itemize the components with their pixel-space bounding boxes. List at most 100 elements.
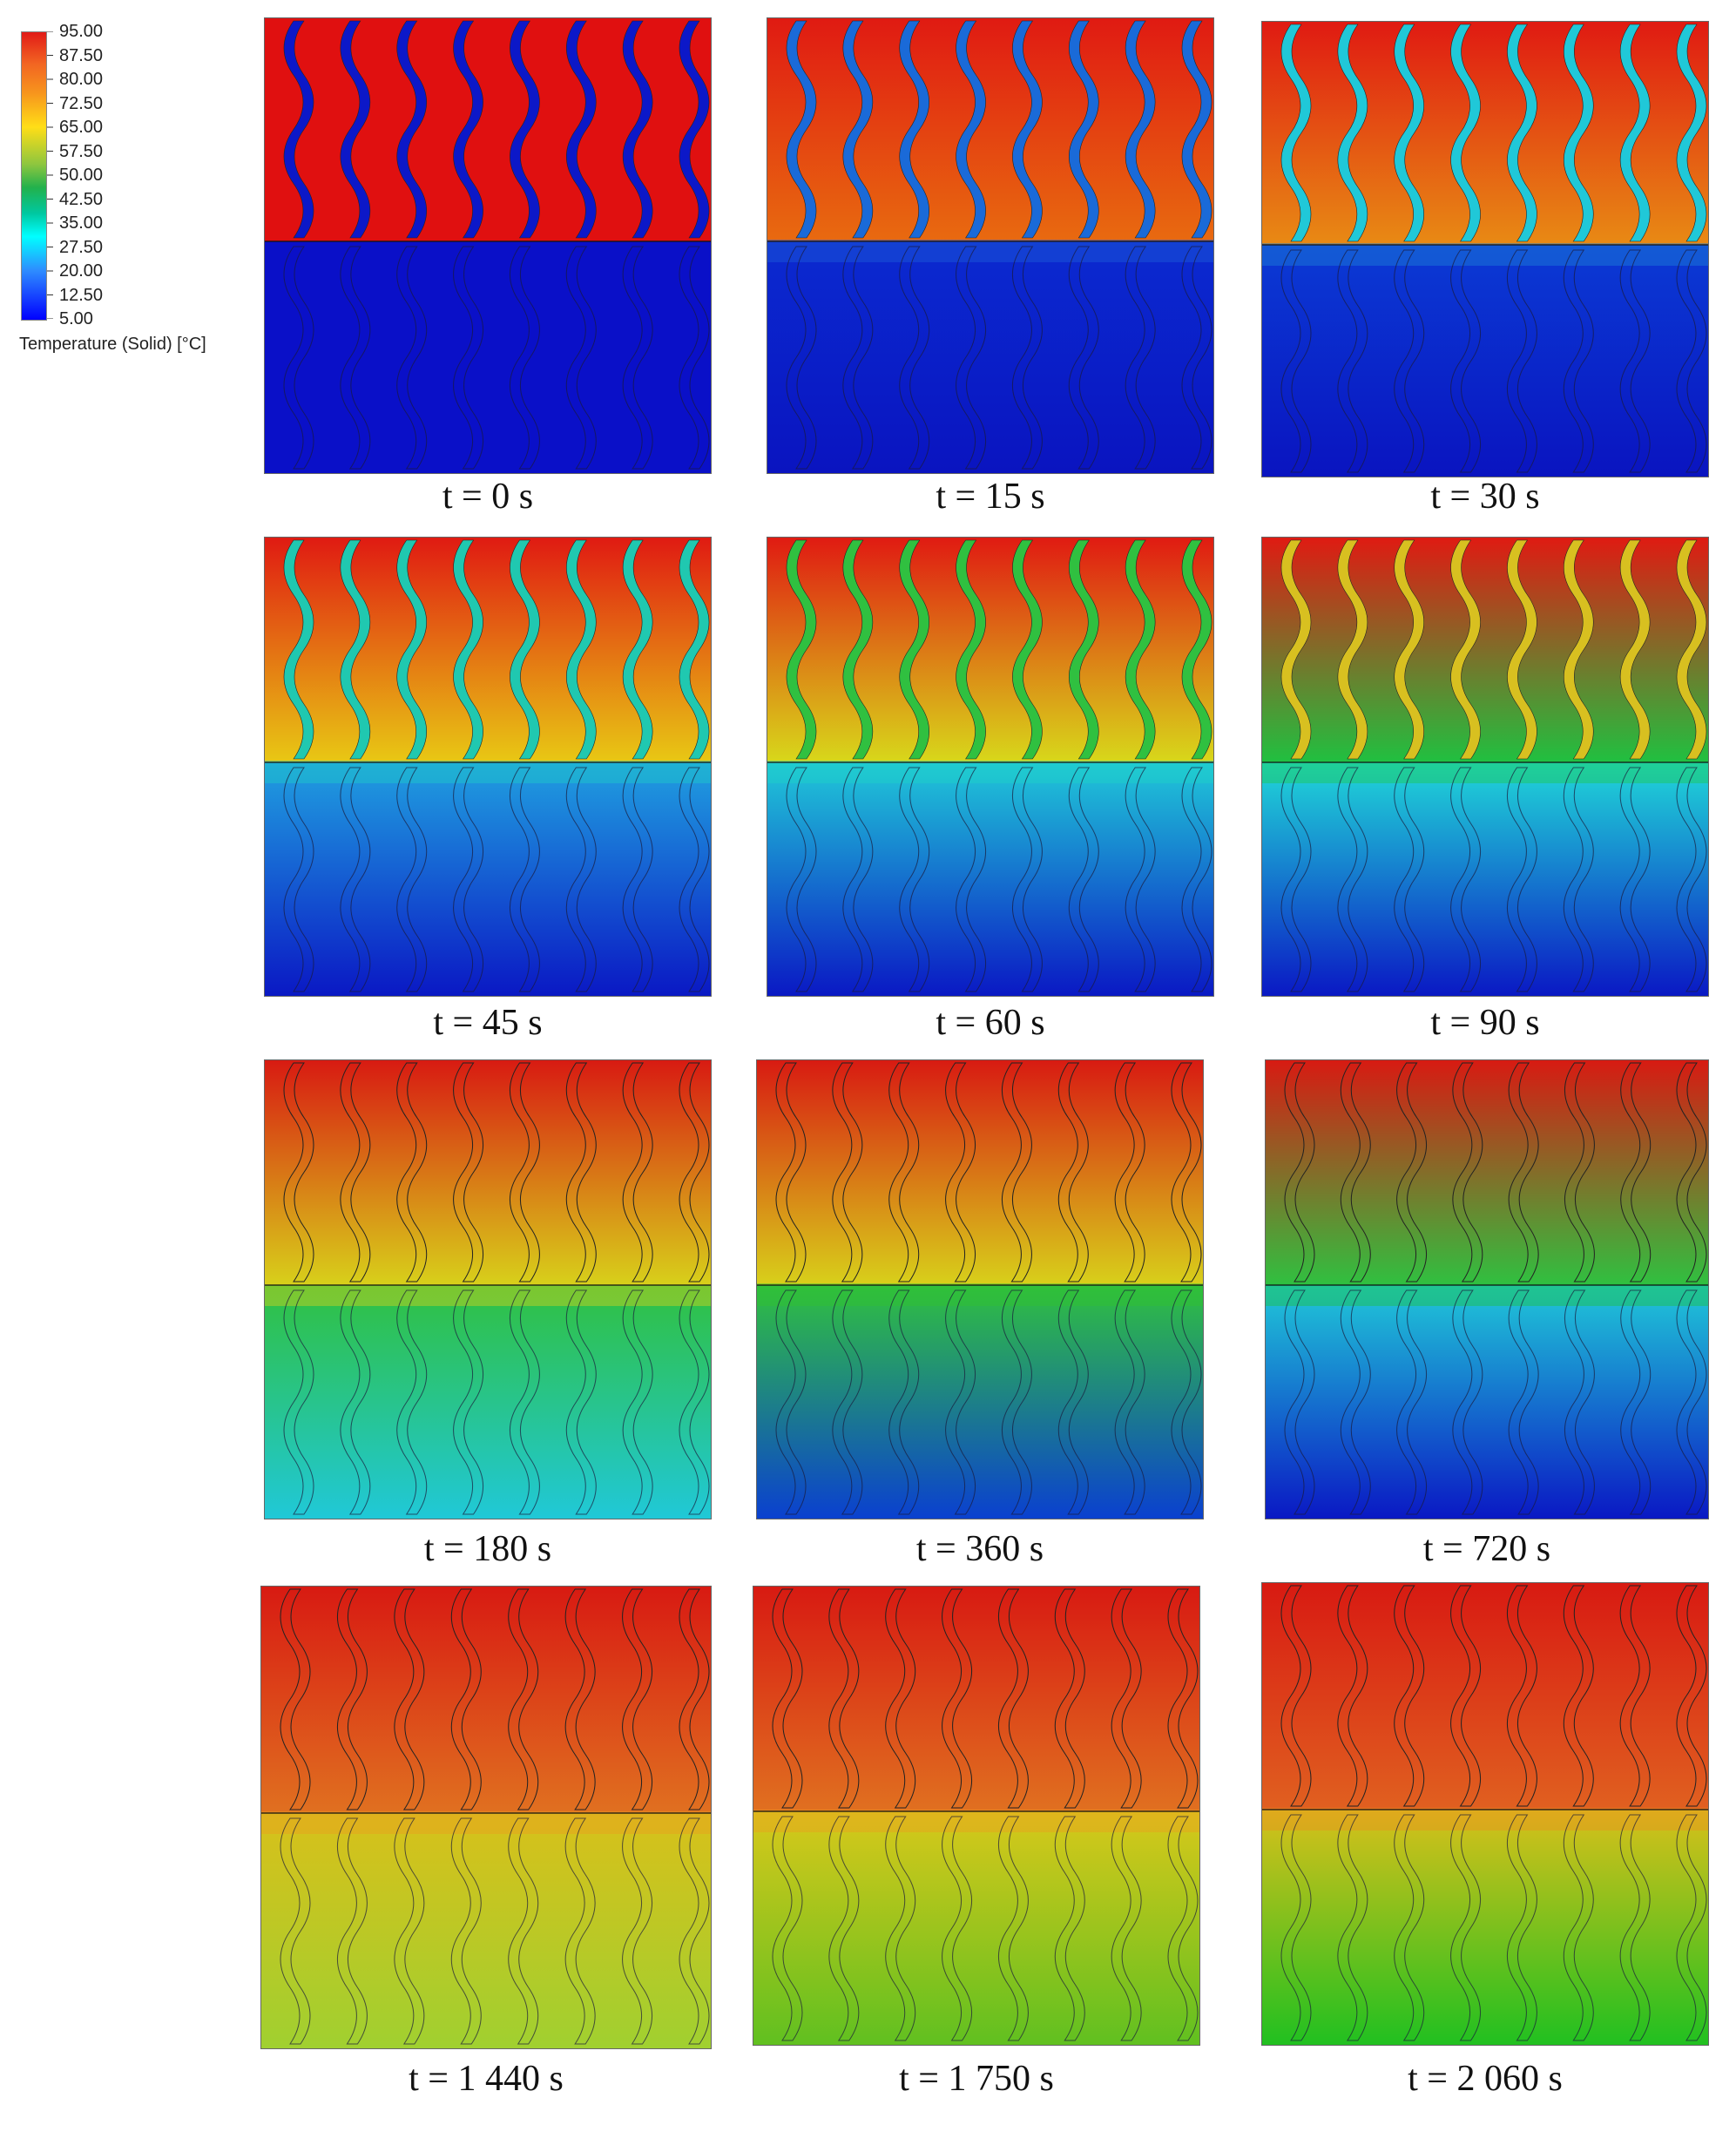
lower-fin-outline [396,1289,428,1515]
upper-fin [842,20,874,239]
upper-fin [1676,539,1707,760]
temperature-field-panel [260,1586,712,2049]
temperature-field [767,537,1214,997]
lower-fin-outline [510,767,540,992]
lower-fin-outline [1068,767,1099,992]
panel-border [753,1586,1200,2046]
temperature-field-panel [756,1059,1204,1519]
lower-fin-outline [1340,1289,1371,1515]
legend-colorbar [21,31,47,321]
upper-fin [1396,1062,1427,1282]
panel-border [767,537,1214,997]
upper-region [756,1059,1204,1285]
upper-fin [394,1588,425,1810]
upper-fin [622,1588,652,1810]
interface-band [264,1283,712,1306]
upper-fin [1280,1585,1312,1807]
temperature-field [756,1059,1204,1519]
upper-fin [1125,20,1156,239]
upper-fin [1507,539,1537,760]
temperature-field [767,17,1214,474]
upper-fin [942,1588,972,1809]
upper-fin [899,20,929,239]
upper-fin [1171,1062,1202,1282]
upper-fin [885,1588,916,1809]
panel-border [1265,1059,1709,1519]
upper-fin [1167,1588,1199,1809]
temperature-field [1265,1059,1709,1519]
lower-fin-outline [888,1289,920,1515]
lower-fin-outline [1396,1289,1427,1515]
lower-fin-outline [1564,1289,1595,1515]
lower-fin-outline [1012,246,1043,470]
lower-fin-outline [283,1289,314,1515]
temperature-field-panel [767,17,1214,474]
upper-fin [1069,20,1099,239]
lower-fin-outline [1563,767,1594,992]
lower-fin-outline [622,1817,652,2045]
lower-fin-outline [453,246,483,470]
temperature-field [1261,21,1709,477]
lower-fin-outline [775,1289,807,1515]
interface-band [756,1283,1204,1306]
lower-fin-outline [394,1817,425,2045]
upper-fin [1450,24,1481,242]
lower-fin-outline [564,1817,596,2045]
upper-fin [775,1062,807,1282]
lower-fin-outline [1125,246,1156,470]
interface-band [1265,1283,1709,1306]
upper-fin [1394,1585,1425,1807]
lower-region [264,1285,712,1519]
lower-region [1261,1810,1709,2046]
time-caption: t = 1 440 s [409,2059,564,2099]
upper-fin [679,20,710,239]
lower-fin-outline [565,767,597,992]
upper-fin [1181,539,1212,760]
time-caption: t = 2 060 s [1408,2059,1563,2099]
temperature-field [264,17,712,474]
temperature-field [264,537,712,997]
lower-region [1261,245,1709,477]
upper-fin [450,1588,482,1810]
lower-fin-outline [283,246,314,470]
temperature-field [753,1586,1200,2046]
upper-fin [1012,539,1043,760]
upper-fin [1181,20,1212,239]
lower-fin-outline [1452,1289,1483,1515]
lower-fin-outline [679,1817,710,2045]
lower-fin-outline [1508,1289,1539,1515]
lower-fin-outline [510,246,540,470]
upper-fin [786,539,817,760]
lower-fin-outline [340,246,371,470]
lower-region [767,241,1214,474]
lower-fin-outline [1057,1289,1089,1515]
upper-fin [340,20,371,239]
upper-region [260,1586,712,1813]
lower-fin-outline [280,1817,311,2045]
temperature-field-panel [753,1586,1200,2046]
lower-fin-outline [1563,249,1594,473]
lower-fin-outline [1450,249,1481,473]
upper-fin [1069,539,1099,760]
interface-band [260,1811,712,1834]
lower-fin-outline [1337,1814,1368,2041]
lower-fin-outline [679,1289,710,1515]
lower-fin-outline [1002,1289,1032,1515]
panel-border [264,17,712,474]
time-caption: t = 1 750 s [899,2059,1054,2099]
lower-fin-outline [1125,767,1156,992]
upper-fin [772,1588,803,1809]
lower-fin-outline [1280,249,1312,473]
upper-fin [396,20,427,239]
upper-region [1261,1582,1709,1810]
lower-fin-outline [453,1289,483,1515]
lower-fin-outline [1507,1814,1537,2041]
lower-fin-outline [1620,1289,1652,1515]
panel-border [756,1059,1204,1519]
lower-fin-outline [1676,1814,1707,2041]
lower-region [767,762,1214,997]
upper-fin [1619,1585,1651,1807]
upper-fin [508,1588,539,1810]
upper-fin [396,1062,428,1282]
legend-tick-label: 80.00 [59,70,104,89]
